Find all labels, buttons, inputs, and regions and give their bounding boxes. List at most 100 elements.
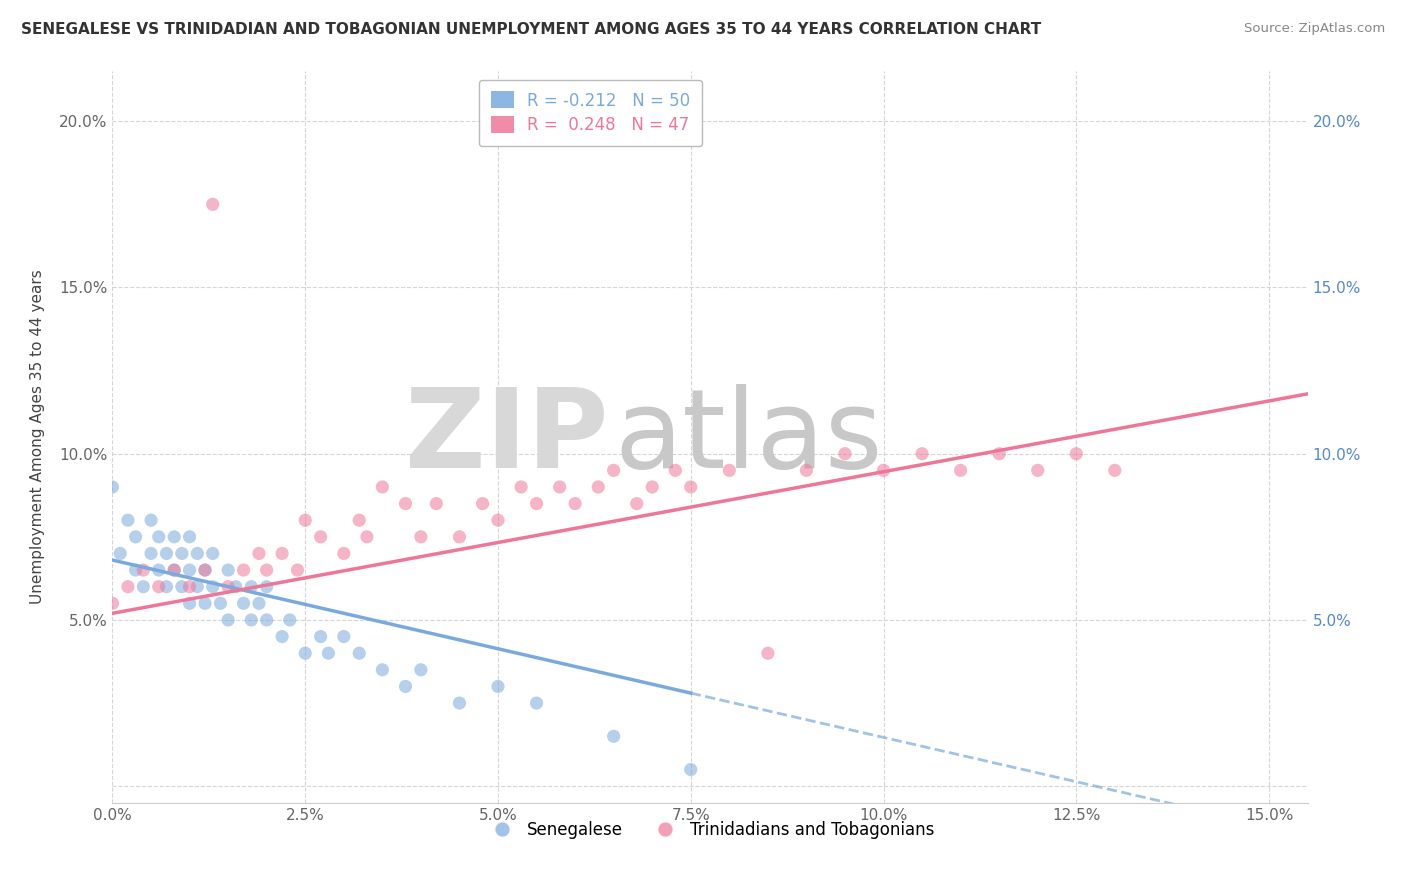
Point	[179, 580, 201, 594]
Point	[586, 480, 609, 494]
Point	[170, 580, 193, 594]
Point	[186, 580, 208, 594]
Point	[179, 596, 201, 610]
Point	[201, 580, 224, 594]
Point	[486, 680, 509, 694]
Point	[217, 580, 239, 594]
Point	[132, 580, 155, 594]
Point	[124, 563, 146, 577]
Point	[155, 580, 177, 594]
Text: Source: ZipAtlas.com: Source: ZipAtlas.com	[1244, 22, 1385, 36]
Point	[139, 513, 162, 527]
Point	[201, 197, 224, 211]
Point	[179, 563, 201, 577]
Point	[371, 480, 394, 494]
Point	[194, 563, 217, 577]
Point	[148, 580, 170, 594]
Point	[294, 513, 316, 527]
Point	[526, 497, 548, 511]
Point	[333, 630, 356, 644]
Point	[564, 497, 586, 511]
Point	[318, 646, 340, 660]
Point	[486, 513, 509, 527]
Point	[278, 613, 301, 627]
Point	[194, 596, 217, 610]
Point	[309, 630, 332, 644]
Point	[247, 596, 270, 610]
Point	[309, 530, 332, 544]
Point	[256, 613, 278, 627]
Point	[872, 463, 894, 477]
Point	[718, 463, 741, 477]
Point	[124, 530, 146, 544]
Point	[1064, 447, 1087, 461]
Point	[449, 696, 471, 710]
Text: SENEGALESE VS TRINIDADIAN AND TOBAGONIAN UNEMPLOYMENT AMONG AGES 35 TO 44 YEARS : SENEGALESE VS TRINIDADIAN AND TOBAGONIAN…	[21, 22, 1042, 37]
Point	[271, 546, 294, 560]
Point	[347, 513, 370, 527]
Point	[602, 729, 624, 743]
Point	[148, 530, 170, 544]
Point	[148, 563, 170, 577]
Point	[117, 513, 139, 527]
Point	[117, 580, 139, 594]
Point	[163, 530, 186, 544]
Point	[425, 497, 447, 511]
Point	[394, 680, 416, 694]
Point	[101, 480, 124, 494]
Point	[356, 530, 378, 544]
Point	[256, 580, 278, 594]
Point	[449, 530, 471, 544]
Point	[371, 663, 394, 677]
Point	[232, 563, 254, 577]
Point	[217, 613, 239, 627]
Point	[186, 546, 208, 560]
Point	[510, 480, 533, 494]
Point	[179, 530, 201, 544]
Point	[170, 546, 193, 560]
Point	[679, 480, 702, 494]
Point	[256, 563, 278, 577]
Y-axis label: Unemployment Among Ages 35 to 44 years: Unemployment Among Ages 35 to 44 years	[31, 269, 45, 605]
Point	[163, 563, 186, 577]
Point	[287, 563, 309, 577]
Point	[209, 596, 232, 610]
Point	[834, 447, 856, 461]
Point	[271, 630, 294, 644]
Point	[333, 546, 356, 560]
Point	[526, 696, 548, 710]
Point	[101, 596, 124, 610]
Point	[911, 447, 934, 461]
Point	[796, 463, 818, 477]
Point	[988, 447, 1011, 461]
Point	[240, 580, 263, 594]
Point	[155, 546, 177, 560]
Point	[949, 463, 972, 477]
Point	[132, 563, 155, 577]
Point	[471, 497, 494, 511]
Point	[409, 663, 432, 677]
Point	[194, 563, 217, 577]
Point	[201, 546, 224, 560]
Point	[626, 497, 648, 511]
Point	[217, 563, 239, 577]
Point	[394, 497, 416, 511]
Point	[409, 530, 432, 544]
Point	[1026, 463, 1049, 477]
Point	[347, 646, 370, 660]
Point	[756, 646, 779, 660]
Point	[1104, 463, 1126, 477]
Point	[225, 580, 247, 594]
Point	[139, 546, 162, 560]
Point	[664, 463, 686, 477]
Point	[294, 646, 316, 660]
Point	[232, 596, 254, 610]
Point	[679, 763, 702, 777]
Point	[641, 480, 664, 494]
Text: atlas: atlas	[614, 384, 883, 491]
Text: ZIP: ZIP	[405, 384, 609, 491]
Point	[247, 546, 270, 560]
Point	[240, 613, 263, 627]
Point	[163, 563, 186, 577]
Legend: Senegalese, Trinidadians and Tobagonians: Senegalese, Trinidadians and Tobagonians	[479, 814, 941, 846]
